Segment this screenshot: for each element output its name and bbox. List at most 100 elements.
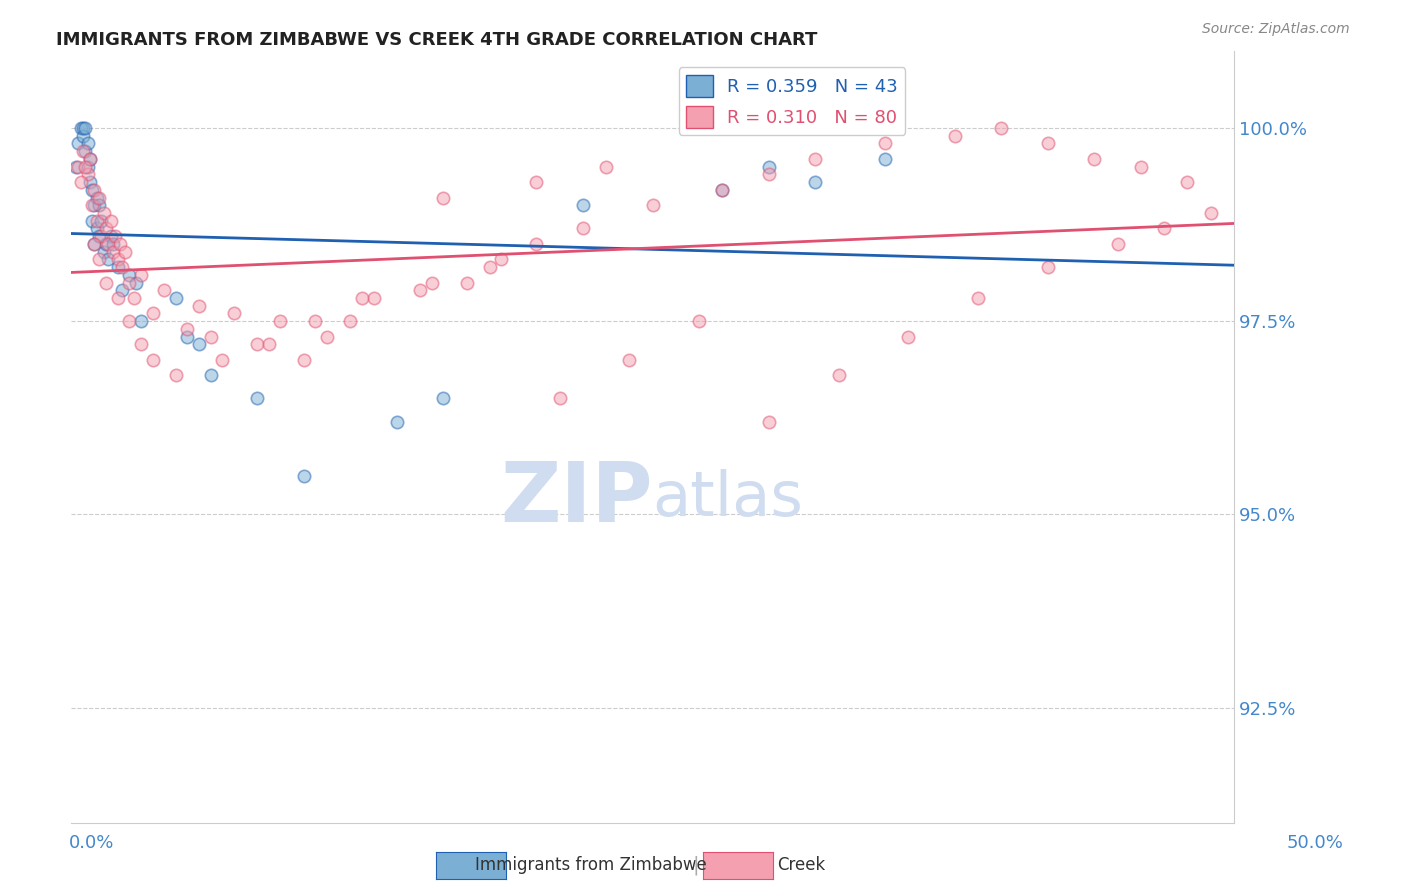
Point	[1129, 160, 1152, 174]
Point	[711, 183, 734, 197]
Point	[97, 236, 120, 251]
Point	[89, 229, 111, 244]
Point	[83, 236, 105, 251]
Point	[363, 291, 385, 305]
Point	[142, 352, 165, 367]
Point	[316, 329, 339, 343]
Point	[89, 252, 111, 267]
Point	[111, 260, 134, 274]
Point	[129, 337, 152, 351]
Point	[118, 314, 141, 328]
Point	[65, 160, 87, 174]
Point	[86, 221, 108, 235]
Point	[200, 329, 222, 343]
Point	[86, 213, 108, 227]
Point	[107, 260, 129, 274]
Point	[69, 120, 91, 135]
Point	[524, 236, 547, 251]
Point	[188, 337, 211, 351]
Point	[93, 244, 115, 259]
Point	[104, 229, 127, 244]
Text: Source: ZipAtlas.com: Source: ZipAtlas.com	[1202, 22, 1350, 37]
Point	[827, 368, 849, 383]
Point	[94, 221, 117, 235]
Point	[456, 276, 478, 290]
Point	[292, 468, 315, 483]
Point	[79, 175, 101, 189]
Text: Immigrants from Zimbabwe: Immigrants from Zimbabwe	[475, 856, 706, 874]
Point	[897, 329, 920, 343]
Point	[990, 120, 1012, 135]
Point	[153, 283, 176, 297]
Point	[93, 206, 115, 220]
Point	[304, 314, 326, 328]
Point	[142, 306, 165, 320]
Point	[873, 136, 896, 151]
Legend: R = 0.359   N = 43, R = 0.310   N = 80: R = 0.359 N = 43, R = 0.310 N = 80	[679, 68, 905, 135]
Point	[758, 160, 780, 174]
Point	[758, 415, 780, 429]
Point	[79, 152, 101, 166]
Point	[1199, 206, 1222, 220]
Point	[165, 368, 187, 383]
Point	[188, 299, 211, 313]
Point	[595, 160, 617, 174]
Point	[571, 198, 593, 212]
Point	[76, 136, 98, 151]
Point	[83, 183, 105, 197]
Point	[76, 167, 98, 181]
Point	[72, 120, 94, 135]
Point	[108, 236, 131, 251]
Point	[82, 183, 104, 197]
Point	[89, 190, 111, 204]
Point	[246, 337, 269, 351]
Point	[292, 352, 315, 367]
Point	[89, 198, 111, 212]
Point	[409, 283, 432, 297]
Point	[165, 291, 187, 305]
Point	[211, 352, 233, 367]
Point	[118, 268, 141, 282]
Point	[72, 128, 94, 143]
Point	[420, 276, 443, 290]
Point	[176, 322, 198, 336]
Point	[72, 144, 94, 158]
Point	[100, 229, 122, 244]
Point	[641, 198, 664, 212]
Point	[76, 160, 98, 174]
Point	[246, 392, 269, 406]
Point	[90, 229, 112, 244]
Point	[83, 198, 105, 212]
Point	[200, 368, 222, 383]
Point	[385, 415, 408, 429]
Point	[571, 221, 593, 235]
Point	[548, 392, 571, 406]
Point	[90, 213, 112, 227]
Text: atlas: atlas	[652, 469, 803, 529]
Point	[873, 152, 896, 166]
Point	[491, 252, 513, 267]
Point	[101, 244, 124, 259]
Point	[129, 268, 152, 282]
Point	[478, 260, 501, 274]
Point	[524, 175, 547, 189]
Point	[94, 276, 117, 290]
Point	[1153, 221, 1175, 235]
Point	[129, 314, 152, 328]
Point	[101, 236, 124, 251]
Point	[97, 252, 120, 267]
Point	[107, 291, 129, 305]
Point	[114, 244, 136, 259]
Point	[804, 175, 827, 189]
Point	[111, 283, 134, 297]
Point	[1083, 152, 1105, 166]
Point	[100, 213, 122, 227]
Point	[176, 329, 198, 343]
Text: Creek: Creek	[778, 856, 825, 874]
Point	[118, 276, 141, 290]
Text: ZIP: ZIP	[501, 458, 652, 540]
Point	[79, 152, 101, 166]
Point	[67, 160, 90, 174]
Point	[69, 175, 91, 189]
Point	[67, 136, 90, 151]
